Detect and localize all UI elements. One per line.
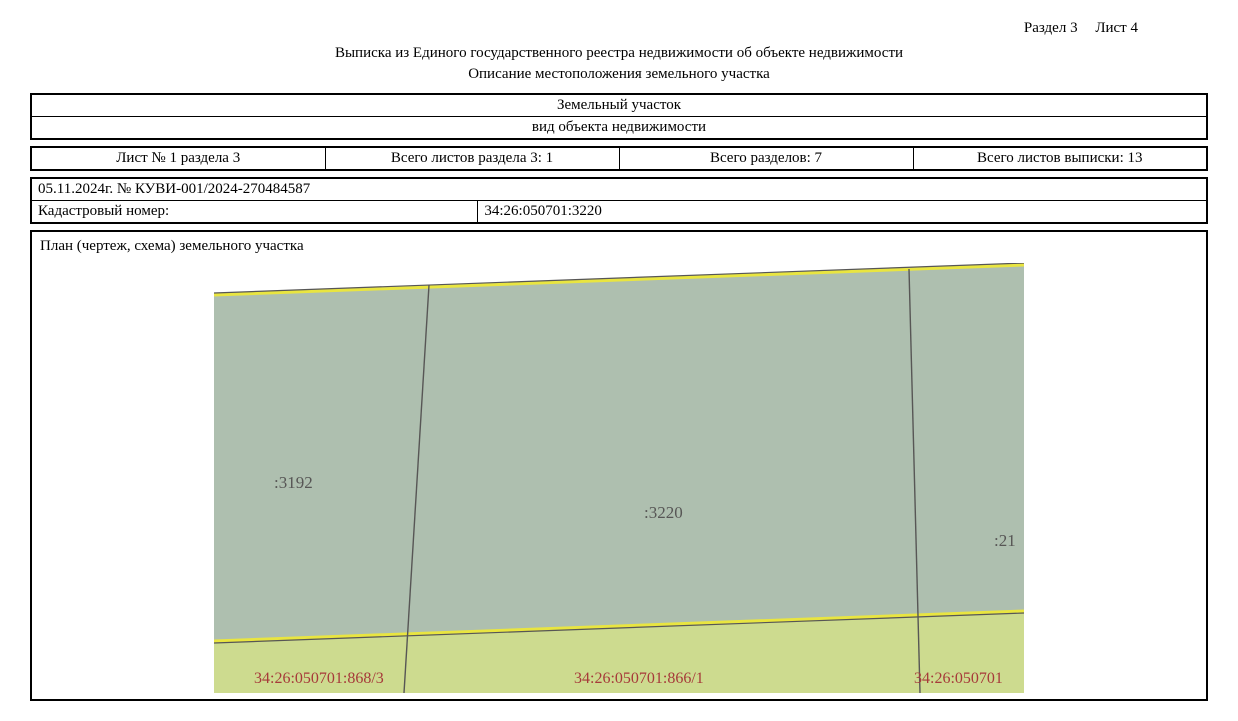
cadastral-label: Кадастровый номер: <box>31 201 478 224</box>
svg-text::21: :21 <box>994 531 1016 550</box>
meta-row: Лист № 1 раздела 3 Всего листов раздела … <box>30 146 1208 171</box>
title-sub: Описание местоположения земельного участ… <box>30 66 1208 83</box>
meta-total-extract: Всего листов выписки: 13 <box>913 147 1207 170</box>
plan-svg: :3192 :3220 :21 34:26:050701:868/3 34:26:050… <box>214 263 1024 693</box>
meta-total-sections: Всего разделов: 7 <box>619 147 913 170</box>
section-label: Раздел 3 <box>1024 20 1078 36</box>
object-name: Земельный участок <box>31 94 1207 117</box>
svg-text::3192: :3192 <box>274 473 313 492</box>
plan-svg-wrap: :3192 :3220 :21 34:26:050701:868/3 34:26:050… <box>38 263 1200 693</box>
meta-total-sheets: Всего листов раздела 3: 1 <box>325 147 619 170</box>
plan-title: План (чертеж, схема) земельного участка <box>38 238 1200 255</box>
object-type-box: Земельный участок вид объекта недвижимос… <box>30 93 1208 140</box>
meta-sheet: Лист № 1 раздела 3 <box>31 147 325 170</box>
svg-text:34:26:050701:866/1: 34:26:050701:866/1 <box>574 670 704 687</box>
page-header: Раздел 3 Лист 4 <box>30 20 1208 37</box>
svg-text:34:26:050701:868/3: 34:26:050701:868/3 <box>254 670 384 687</box>
title-main: Выписка из Единого государственного реес… <box>30 45 1208 62</box>
title-block: Выписка из Единого государственного реес… <box>30 45 1208 83</box>
svg-text:34:26:050701: 34:26:050701 <box>914 670 1003 687</box>
plan-box: План (чертеж, схема) земельного участка … <box>30 230 1208 701</box>
doc-info: 05.11.2024г. № КУВИ-001/2024-270484587 К… <box>30 177 1208 224</box>
svg-text::3220: :3220 <box>644 503 683 522</box>
sheet-label: Лист 4 <box>1095 20 1138 36</box>
doc-ref: 05.11.2024г. № КУВИ-001/2024-270484587 <box>31 178 1207 201</box>
object-kind-label: вид объекта недвижимости <box>31 117 1207 140</box>
cadastral-value: 34:26:050701:3220 <box>478 201 1207 224</box>
